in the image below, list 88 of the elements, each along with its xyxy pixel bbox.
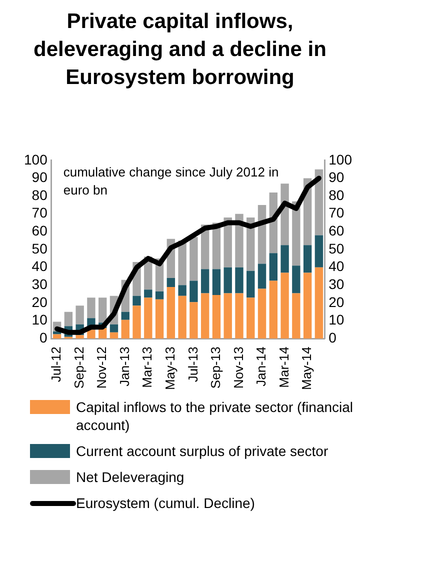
legend-label: Capital inflows to the private sector (financial account)	[76, 398, 354, 434]
bar	[132, 296, 141, 306]
bar	[166, 286, 176, 339]
bar	[246, 298, 255, 339]
y2-tick-label: 0	[328, 330, 337, 346]
bar	[132, 306, 141, 339]
bar	[200, 269, 210, 294]
bar	[246, 270, 255, 298]
x-tick-label: Nov-12	[94, 346, 110, 389]
bar	[200, 293, 210, 339]
y-tick-label: 100	[24, 151, 48, 168]
x-tick-label: Jul-13	[185, 346, 200, 382]
bar	[64, 312, 73, 326]
y-tick-label: 0	[40, 330, 48, 346]
bar	[258, 264, 266, 289]
x-tick-label: May-14	[299, 346, 314, 390]
bar	[235, 214, 244, 268]
bar	[292, 293, 300, 339]
x-tick-label: Jul-12	[48, 346, 64, 382]
bar	[280, 245, 289, 273]
bar	[76, 306, 84, 324]
y2-tick-label: 60	[328, 222, 344, 239]
y-tick-label: 50	[32, 240, 48, 256]
x-tick-label: Jan-14	[254, 346, 269, 386]
y2-tick-label: 20	[328, 294, 344, 310]
y-tick-label: 90	[32, 169, 48, 186]
y-tick-label: 80	[32, 186, 48, 203]
bar	[235, 293, 244, 339]
legend-label: Eurosystem (cumul. Decline)	[76, 494, 255, 512]
bar	[178, 296, 186, 339]
bar	[121, 320, 130, 339]
bar	[178, 285, 186, 296]
bar	[190, 237, 198, 281]
bar	[190, 302, 198, 339]
y-tick-label: 60	[32, 222, 48, 239]
y2-tick-label: 30	[328, 276, 344, 292]
chart-title: Private capital inflows, deleveraging and a decline in Eurosystem borrowing	[32, 9, 328, 91]
bar	[269, 280, 278, 339]
bar	[144, 290, 152, 298]
bar	[98, 298, 107, 323]
bar	[155, 291, 164, 300]
bar	[303, 245, 312, 273]
x-tick-label: Jan-13	[116, 346, 132, 386]
legend-label: Net Deleveraging	[76, 468, 184, 486]
bar	[224, 293, 232, 339]
bar	[212, 269, 221, 295]
y-tick-label: 20	[32, 294, 48, 310]
bar	[303, 272, 312, 339]
bar	[314, 235, 324, 268]
bar	[110, 324, 118, 332]
y2-tick-label: 70	[328, 204, 344, 221]
legend-label: Current account surplus of private sector	[76, 442, 328, 460]
y2-tick-label: 40	[328, 258, 344, 274]
bar	[144, 298, 152, 339]
x-tick-label: Mar-13	[140, 346, 155, 388]
annotation: cumulative change since July 2012 in euro bn	[63, 164, 279, 198]
bar	[235, 267, 244, 294]
bar	[52, 334, 62, 339]
bar	[212, 294, 221, 339]
bar	[292, 266, 300, 294]
y-tick-label: 40	[32, 258, 48, 274]
x-tick-label: May-13	[162, 346, 178, 390]
bar	[121, 312, 130, 320]
x-tick-label: Nov-13	[230, 346, 246, 389]
y2-tick-label: 50	[328, 240, 344, 256]
bar	[280, 272, 289, 339]
y2-tick-label: 100	[328, 151, 352, 168]
y2-tick-label: 10	[328, 312, 344, 328]
y-tick-label: 70	[32, 204, 48, 221]
bar	[314, 267, 324, 339]
bar	[224, 267, 232, 294]
bar	[110, 332, 118, 339]
bar	[87, 330, 96, 339]
bar	[166, 278, 176, 287]
y-tick-label: 30	[32, 276, 48, 292]
y-tick-label: 10	[32, 312, 48, 328]
bar	[190, 280, 198, 302]
bar	[155, 299, 164, 339]
bar	[258, 288, 266, 339]
x-tick-label: Sep-12	[71, 346, 86, 389]
y2-tick-label: 90	[328, 169, 344, 186]
bar	[87, 298, 96, 318]
bar	[76, 335, 84, 339]
y2-tick-label: 80	[328, 186, 344, 203]
bar	[178, 240, 186, 286]
x-tick-label: Mar-14	[276, 346, 292, 388]
bar	[269, 253, 278, 281]
x-tick-label: Sep-13	[208, 346, 224, 389]
